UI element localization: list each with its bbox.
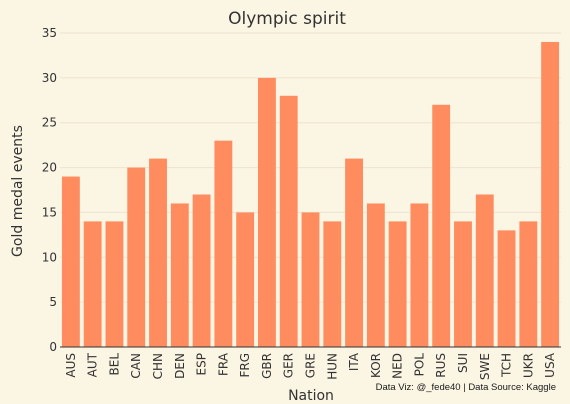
bar-ned [388, 221, 407, 347]
x-tick-labels: AUS AUT BEL CAN CHN DEN ESP FRA FRG GBR GER GRE HUN I… [64, 352, 557, 380]
bar-frg [236, 212, 255, 347]
x-tick-label: AUT [86, 352, 100, 377]
y-tick-label: 25 [42, 116, 57, 130]
bar-hun [323, 221, 342, 347]
x-tick-label: POL [412, 353, 426, 377]
x-tick-label: CAN [129, 353, 143, 379]
x-tick-label: RUS [434, 353, 448, 378]
x-tick-label: GRE [304, 353, 318, 378]
x-tick-label: ITA [347, 352, 361, 371]
y-tick-label: 10 [42, 250, 57, 264]
x-tick-label: FRA [216, 352, 230, 376]
y-axis-title: Gold medal events [10, 125, 26, 257]
bar-gbr [258, 77, 276, 347]
bars [61, 41, 560, 348]
x-tick-label: FRG [238, 353, 252, 378]
bar-gre [301, 212, 320, 347]
bar-kor [366, 203, 385, 347]
y-tick-label: 0 [49, 340, 57, 354]
x-tick-label: SUI [456, 353, 470, 373]
chart-title: Olympic spirit [228, 9, 346, 29]
bar-pol [410, 203, 429, 347]
y-tick-label: 5 [49, 295, 57, 309]
x-tick-label: AUS [64, 353, 78, 378]
bar-bel [105, 221, 124, 347]
bar-den [170, 203, 189, 347]
bar-chn [149, 158, 167, 347]
bar-ita [345, 158, 363, 347]
x-tick-label: HUN [325, 353, 339, 380]
y-tick-label: 30 [42, 71, 57, 85]
bar-rus [432, 104, 451, 348]
x-tick-label: DEN [173, 353, 187, 379]
bar-sui [454, 221, 472, 347]
x-axis-title: Nation [288, 388, 334, 404]
bar-aut [83, 221, 102, 347]
y-tick-label: 35 [42, 26, 57, 40]
y-tick-label: 15 [42, 205, 57, 219]
bar-swe [475, 194, 494, 347]
bar-tch [497, 230, 516, 347]
x-tick-label: NED [391, 353, 405, 379]
bar-aus [61, 176, 80, 347]
x-tick-label: USA [543, 352, 557, 378]
x-tick-label: BEL [107, 353, 121, 376]
bar-fra [214, 140, 233, 347]
x-tick-label: TCH [500, 353, 514, 378]
bar-can [127, 167, 146, 347]
x-tick-label: GER [282, 353, 296, 378]
bar-usa [541, 41, 560, 347]
bar-esp [192, 194, 211, 347]
x-tick-label: ESP [195, 353, 209, 375]
x-tick-label: SWE [478, 353, 492, 380]
data-source-credit: Data Viz: @_fede40 | Data Source: Kaggle [376, 382, 556, 393]
x-tick-label: KOR [369, 353, 383, 378]
bar-ger [279, 95, 298, 347]
y-tick-label: 20 [42, 161, 57, 175]
x-tick-label: CHN [151, 353, 165, 379]
bar-ukr [519, 221, 538, 347]
x-tick-label: UKR [521, 353, 535, 378]
y-tick-labels: 0 5 10 15 20 25 30 35 [42, 26, 57, 354]
x-tick-label: GBR [260, 353, 274, 379]
